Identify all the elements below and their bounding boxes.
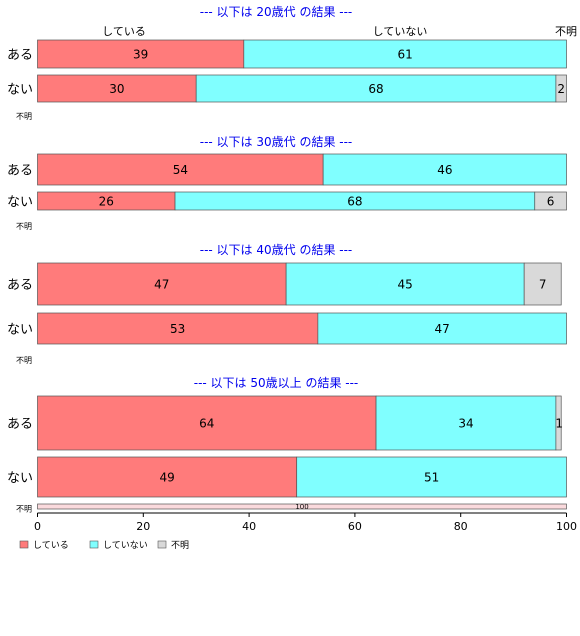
data-label: 30 bbox=[109, 82, 124, 96]
panel-title: --- 以下は 20歳代 の結果 --- bbox=[200, 5, 353, 19]
category-label: 不明 bbox=[16, 505, 32, 514]
x-tick-label: 20 bbox=[136, 520, 150, 533]
data-label: 46 bbox=[437, 163, 452, 177]
panel-title: --- 以下は 50歳以上 の結果 --- bbox=[194, 376, 359, 390]
data-label: 47 bbox=[154, 277, 169, 291]
bar-segment bbox=[296, 456, 567, 498]
category-label: ない bbox=[7, 83, 33, 98]
bar-segment bbox=[37, 312, 319, 345]
category-label: 不明 bbox=[16, 222, 32, 231]
category-label: ない bbox=[7, 323, 33, 338]
data-label: 26 bbox=[99, 194, 114, 208]
legend-label: している bbox=[33, 540, 69, 551]
data-label: 68 bbox=[347, 194, 362, 208]
data-label: 47 bbox=[435, 322, 450, 336]
data-label: 1 bbox=[555, 416, 563, 430]
bar-segment bbox=[555, 395, 562, 451]
x-tick-label: 100 bbox=[556, 520, 577, 533]
category-label: ある bbox=[7, 164, 33, 179]
data-label: 39 bbox=[133, 47, 148, 61]
bar-segment bbox=[322, 153, 567, 186]
category-label: ある bbox=[7, 417, 33, 432]
legend-swatch bbox=[19, 540, 29, 549]
data-label: 100 bbox=[295, 503, 308, 511]
bar-segment bbox=[523, 262, 562, 306]
bar-segment bbox=[37, 153, 324, 186]
bar-segment bbox=[37, 74, 197, 103]
data-label: 34 bbox=[458, 416, 473, 430]
data-label: 45 bbox=[398, 277, 413, 291]
data-label: 49 bbox=[159, 470, 174, 484]
bar-segment bbox=[555, 74, 567, 103]
bar-segment bbox=[375, 395, 557, 451]
bar-segment bbox=[37, 39, 245, 69]
legend-label: していない bbox=[103, 540, 148, 551]
bar-segment bbox=[37, 395, 377, 451]
panel-title: --- 以下は 30歳代 の結果 --- bbox=[200, 135, 353, 149]
bar-segment bbox=[37, 503, 567, 510]
data-label: 2 bbox=[557, 82, 565, 96]
data-label: 7 bbox=[539, 277, 547, 291]
x-tick-label: 0 bbox=[34, 520, 41, 533]
bar-segment bbox=[37, 456, 298, 498]
data-label: 54 bbox=[173, 163, 188, 177]
top-label: している bbox=[102, 25, 146, 38]
top-label: していない bbox=[373, 25, 428, 38]
bar-segment bbox=[37, 262, 287, 306]
category-label: 不明 bbox=[16, 356, 32, 365]
category-label: ない bbox=[7, 195, 33, 210]
legend-swatch bbox=[89, 540, 99, 549]
bar-segment bbox=[243, 39, 567, 69]
category-label: 不明 bbox=[16, 112, 32, 121]
category-label: ない bbox=[7, 471, 33, 486]
legend-swatch bbox=[157, 540, 167, 549]
category-label: ある bbox=[7, 48, 33, 63]
panel-title: --- 以下は 40歳代 の結果 --- bbox=[200, 243, 353, 257]
bar-segment bbox=[195, 74, 557, 103]
x-tick-label: 40 bbox=[242, 520, 256, 533]
bar-segment bbox=[317, 312, 567, 345]
category-label: ある bbox=[7, 278, 33, 293]
data-label: 53 bbox=[170, 322, 185, 336]
data-label: 61 bbox=[398, 47, 413, 61]
bar-segment bbox=[534, 191, 567, 211]
top-label: 不明 bbox=[555, 25, 577, 38]
data-label: 64 bbox=[199, 416, 214, 430]
data-label: 6 bbox=[547, 194, 555, 208]
data-label: 51 bbox=[424, 470, 439, 484]
x-tick-label: 60 bbox=[348, 520, 362, 533]
data-label: 68 bbox=[368, 82, 383, 96]
legend-label: 不明 bbox=[171, 540, 189, 551]
x-tick-label: 80 bbox=[454, 520, 468, 533]
bar-segment bbox=[285, 262, 525, 306]
